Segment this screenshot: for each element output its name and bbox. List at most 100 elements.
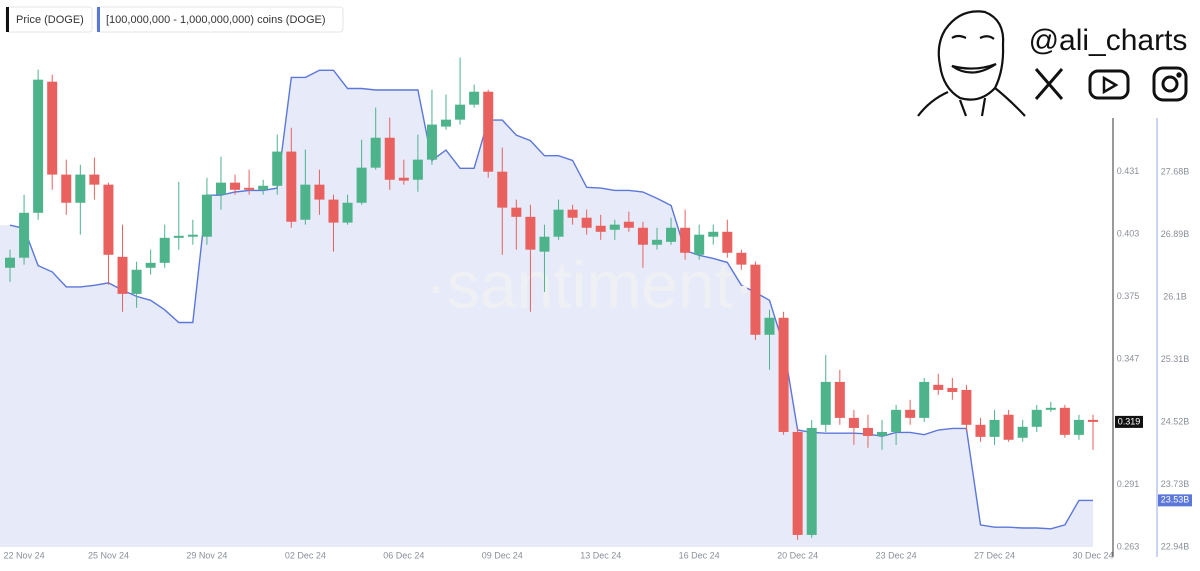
legend-swatch [97, 7, 100, 32]
y-tick-label: 0.431 [1117, 166, 1140, 176]
candle-body [792, 431, 803, 535]
last-value-box [1158, 494, 1192, 507]
y-tick-label: 0.347 [1117, 354, 1140, 364]
candle-body [708, 231, 719, 237]
candle-body [426, 124, 437, 160]
candle-body [469, 91, 480, 105]
candle-body [215, 182, 226, 195]
x-tick-label: 16 Dec 24 [679, 550, 720, 560]
candle-body [933, 384, 944, 390]
last-price-box [1115, 415, 1143, 428]
candle-body [75, 174, 86, 203]
candle-body [384, 137, 395, 180]
candle-body [117, 256, 128, 294]
candle-body [778, 317, 789, 432]
candle-body [89, 174, 100, 185]
watermark: ·santiment· [425, 247, 755, 321]
candle-body [272, 151, 283, 186]
candle-body [286, 151, 297, 222]
last-price-label: 0.319 [1118, 416, 1141, 426]
x-tick-label: 27 Dec 24 [974, 550, 1015, 560]
candle-body [1045, 407, 1056, 410]
candle-body [666, 227, 677, 242]
candle-body [483, 91, 494, 172]
candle-body [609, 224, 620, 230]
legend-swatch [6, 7, 9, 32]
candle-body [750, 264, 761, 335]
candle-body [694, 234, 705, 255]
youtube-icon[interactable] [1088, 69, 1130, 100]
x-tick-label: 25 Nov 24 [88, 550, 129, 560]
x-tick-label: 02 Dec 24 [285, 550, 326, 560]
candle-body [398, 177, 409, 181]
y-tick-label: 0.403 [1117, 229, 1140, 239]
x-icon[interactable] [1034, 68, 1064, 100]
candle-body [1031, 409, 1042, 427]
candle-body [820, 381, 831, 425]
candle-body [412, 159, 423, 180]
candle-body [300, 184, 311, 220]
x-tick-label: 06 Dec 24 [383, 550, 424, 560]
y-tick-label: 0.291 [1117, 479, 1140, 489]
y2-tick-label: 26.89B [1161, 229, 1190, 239]
candle-body [356, 167, 367, 203]
candle-body [511, 207, 522, 217]
x-tick-label: 22 Nov 24 [4, 550, 45, 560]
candle-body [328, 199, 339, 223]
candle-body [159, 237, 170, 263]
instagram-icon[interactable] [1152, 66, 1188, 102]
candle-body [961, 389, 972, 425]
y-tick-label: 0.375 [1117, 291, 1140, 301]
candle-body [1003, 414, 1014, 440]
candle-body [1017, 426, 1028, 438]
candle-body [244, 187, 255, 190]
candle-body [455, 104, 466, 120]
candle-body [230, 182, 241, 190]
candle-body [567, 209, 578, 218]
brand-face [917, 10, 1026, 117]
candle-body [370, 137, 381, 168]
candle-body [33, 79, 44, 213]
plot-area [0, 69, 1158, 557]
legend-label: [100,000,000 - 1,000,000,000) coins (DOG… [106, 14, 326, 26]
candle-body [891, 409, 902, 432]
y2-tick-label: 27.68B [1161, 167, 1190, 177]
candle-body [342, 202, 353, 223]
candle-body [989, 419, 1000, 437]
x-tick-label: 09 Dec 24 [482, 550, 523, 560]
candle-body [637, 227, 648, 245]
candle-body [314, 184, 325, 200]
x-tick-label: 20 Dec 24 [777, 550, 818, 560]
candle-body [497, 171, 508, 208]
candle-body [680, 227, 691, 253]
candle-body [919, 381, 930, 418]
brand-handle: @ali_charts [1029, 24, 1188, 57]
candle-body [877, 431, 888, 436]
candle-body [19, 212, 30, 258]
candle-body [187, 234, 198, 237]
candle-body [806, 427, 817, 535]
legend-label: Price (DOGE) [16, 14, 84, 26]
candle-body [848, 417, 859, 428]
x-tick-label: 13 Dec 24 [580, 550, 621, 560]
y2-tick-label: 24.52B [1161, 416, 1190, 426]
area-line [9, 69, 1093, 530]
candle-body [975, 424, 986, 437]
candle-body [1088, 419, 1098, 422]
x-tick-label: 30 Dec 24 [1072, 550, 1113, 560]
candle-body [722, 231, 733, 253]
candle-body [581, 217, 592, 228]
candle-body [764, 317, 775, 335]
area-fill [0, 70, 1093, 548]
candle-body [131, 269, 142, 294]
candle-body [173, 235, 184, 238]
candle-body [595, 225, 606, 232]
x-tick-label: 23 Dec 24 [876, 550, 917, 560]
candle-body [441, 119, 452, 127]
candle-body [553, 209, 564, 237]
candle-body [736, 252, 747, 265]
candle-body [1073, 419, 1084, 435]
candle-body [539, 236, 550, 252]
candle-body [947, 387, 958, 392]
